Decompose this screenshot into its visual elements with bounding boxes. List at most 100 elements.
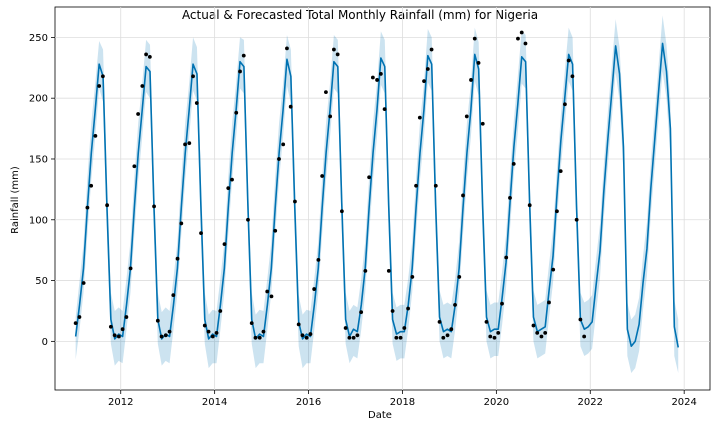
actual-point: [425, 67, 430, 71]
actual-point: [81, 281, 86, 285]
actual-point: [249, 321, 254, 326]
actual-point: [218, 309, 223, 313]
actual-point: [312, 287, 317, 291]
actual-point: [437, 320, 442, 324]
actual-point: [355, 333, 360, 338]
actual-point: [105, 203, 110, 208]
actual-point: [480, 121, 485, 126]
y-tick-label: 250: [29, 33, 48, 44]
forecast-series: [74, 42, 680, 348]
actual-point: [112, 333, 117, 338]
actual-point: [433, 183, 438, 188]
y-tick-label: 0: [42, 337, 48, 348]
actual-point: [324, 90, 328, 95]
actual-point: [511, 161, 516, 166]
uncertainty-band: [75, 15, 679, 373]
actual-point: [288, 104, 293, 109]
actual-point: [351, 335, 356, 340]
actual-point: [535, 330, 540, 335]
actual-point: [100, 74, 105, 79]
actual-point: [277, 157, 281, 161]
actual-point: [163, 333, 168, 338]
actual-point: [120, 327, 125, 332]
actual-point: [347, 335, 352, 340]
actual-point: [238, 69, 242, 74]
actual-point: [523, 41, 528, 46]
actual-point: [273, 228, 278, 233]
actual-point: [547, 300, 551, 305]
actual-point: [226, 186, 231, 191]
y-tick-label: 50: [35, 276, 48, 287]
actual-point: [77, 315, 82, 319]
actual-point: [257, 335, 262, 340]
actual-point: [449, 327, 454, 332]
actual-point: [293, 199, 297, 204]
actual-point: [89, 183, 94, 188]
actual-point: [488, 334, 493, 339]
x-tick-label: 2018: [390, 397, 415, 408]
actual-point: [222, 242, 227, 247]
actual-point: [328, 114, 333, 119]
actual-point: [472, 36, 477, 41]
actual-point: [300, 333, 305, 338]
actual-point: [253, 335, 258, 340]
actual-point: [382, 107, 387, 112]
actual-point: [199, 231, 203, 236]
actual-point: [464, 114, 469, 119]
actual-point: [179, 221, 184, 226]
actual-point: [469, 78, 473, 82]
actual-point: [116, 334, 121, 339]
x-tick-label: 2024: [671, 397, 696, 408]
plot-area: [54, 6, 711, 391]
actual-point: [171, 293, 176, 298]
actual-point: [281, 142, 286, 147]
actual-point: [402, 326, 407, 330]
actual-point: [246, 217, 250, 222]
actual-point: [335, 52, 340, 57]
y-axis-ticks: 0 50 100 150 200 250: [29, 33, 55, 348]
actual-point: [386, 268, 391, 273]
actual-point: [363, 268, 368, 273]
grid-lines: [55, 7, 710, 390]
actual-point: [339, 209, 344, 214]
actual-point: [453, 302, 457, 307]
actual-point: [269, 294, 274, 299]
actual-point: [476, 61, 481, 65]
x-tick-label: 2020: [484, 397, 509, 408]
x-tick-label: 2014: [202, 397, 227, 408]
x-axis-ticks: 2012 2014 2016 2018 2020 2022 2024: [108, 390, 697, 408]
actual-point: [191, 74, 195, 79]
actual-point: [343, 326, 348, 330]
actual-point: [551, 267, 556, 272]
actual-point: [398, 335, 403, 340]
actual-point: [406, 306, 410, 311]
x-tick-label: 2012: [108, 397, 133, 408]
actual-point: [543, 330, 548, 335]
y-tick-label: 100: [29, 215, 48, 226]
actual-point: [108, 324, 113, 329]
actual-point: [492, 335, 497, 340]
actual-point: [136, 112, 141, 116]
actual-point: [414, 183, 418, 188]
actual-point: [175, 256, 180, 261]
actual-point: [429, 47, 434, 52]
actual-point: [370, 75, 375, 80]
actual-point: [445, 333, 450, 338]
actual-point: [308, 332, 313, 336]
actual-point: [167, 329, 172, 334]
actual-point: [128, 266, 133, 271]
x-tick-label: 2022: [578, 397, 603, 408]
actual-point: [461, 193, 465, 198]
actual-point: [519, 30, 524, 35]
actual-point: [504, 255, 509, 260]
actual-point: [132, 164, 137, 169]
x-tick-label: 2016: [296, 397, 321, 408]
forecast-interval-band: [75, 15, 679, 373]
actual-point: [417, 115, 422, 120]
actual-point: [230, 177, 234, 182]
actual-point: [410, 275, 415, 279]
actual-point: [375, 78, 379, 82]
actual-point: [147, 54, 152, 59]
actual-point: [457, 275, 462, 279]
